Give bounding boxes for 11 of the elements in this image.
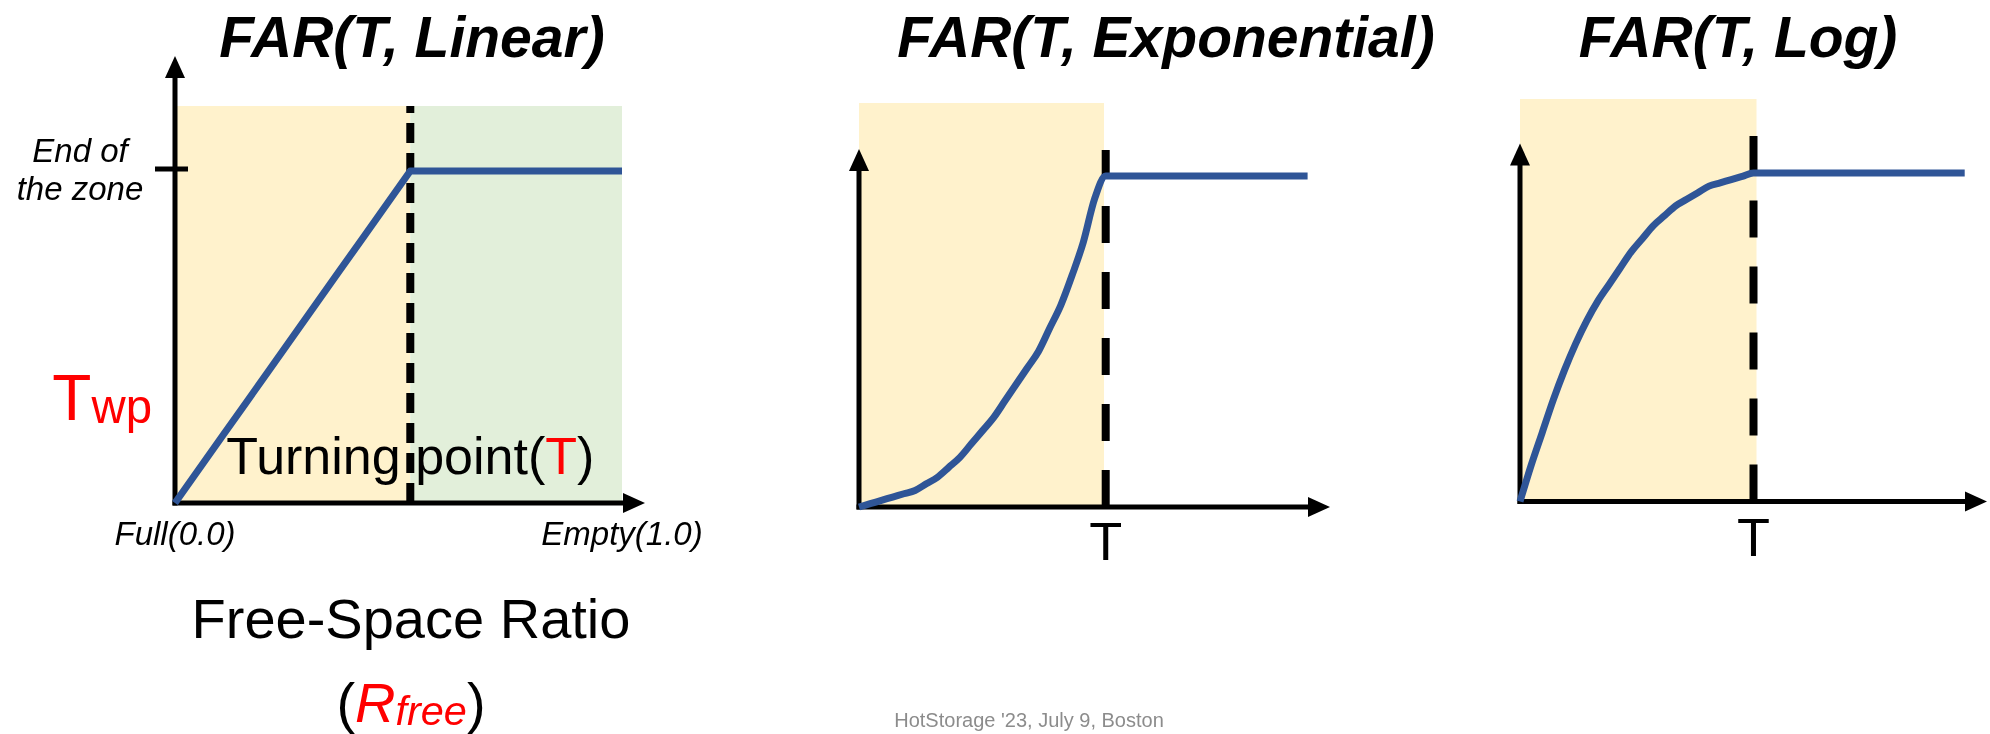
x-tick-label: Empty(1.0) — [541, 515, 703, 552]
text: HotStorage '23, July 9, Boston — [894, 709, 1164, 731]
text: T — [1089, 511, 1123, 571]
annotation: Turning point(T) — [226, 427, 595, 485]
chart-title: FAR(T, Log) — [1578, 5, 1898, 69]
x-axis-title: Free-Space Ratio (R$_{free}$) — [191, 587, 631, 734]
x-tick-label: Full(0.0) — [114, 515, 236, 552]
chart-title: FAR(T, Linear) — [219, 5, 605, 69]
chart-title: FAR(T, Exponential) — [897, 5, 1435, 69]
text: End of the zone — [16, 132, 144, 207]
text: T — [1737, 507, 1770, 567]
